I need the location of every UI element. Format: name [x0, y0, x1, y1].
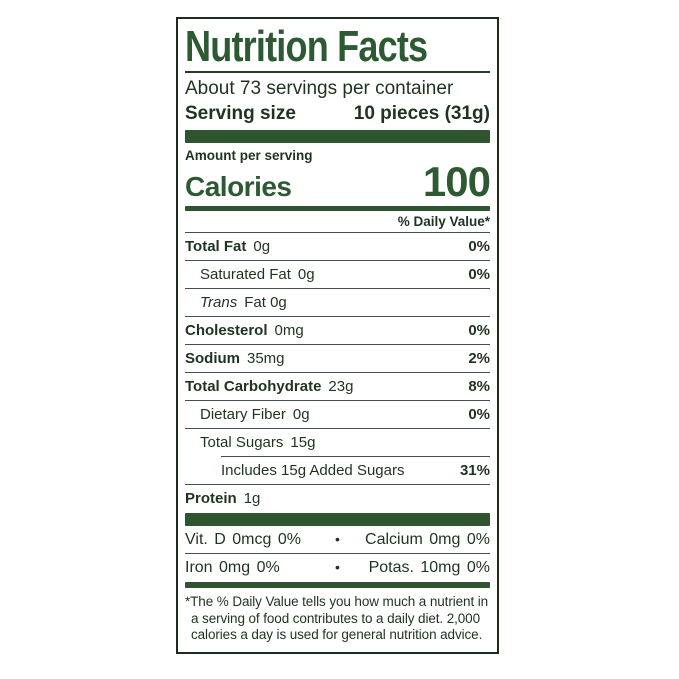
nutrient-row-trans-fat: Trans Fat 0g	[185, 288, 490, 316]
nutrient-row-cholesterol: Cholesterol 0mg 0%	[185, 316, 490, 344]
micronutrient-row-1: Vit. D 0mcg 0% • Calcium 0mg 0%	[185, 526, 490, 553]
calories-row: Calories 100	[185, 158, 491, 205]
bullet-separator: •	[335, 531, 340, 547]
nutrient-rows: Total Fat 0g 0% Saturated Fat 0g 0% Tran…	[185, 233, 490, 512]
amount-per-serving-label: Amount per serving	[185, 148, 313, 163]
bullet-separator: •	[335, 559, 340, 575]
label-title-text: Nutrition Facts	[185, 22, 428, 71]
servings-per-container: About 73 servings per container	[185, 78, 454, 99]
medium-separator-bar-footnote	[185, 582, 490, 588]
serving-size-row: Serving size 10 pieces (31g)	[185, 101, 490, 127]
nutrient-row-protein: Protein 1g	[185, 484, 490, 512]
micronutrient-rows: Vit. D 0mcg 0% • Calcium 0mg 0% Iron 0mg…	[185, 526, 490, 581]
title-divider	[185, 71, 490, 73]
nutrient-row-total-sugars: Total Sugars 15g	[185, 428, 490, 456]
nutrient-row-saturated-fat: Saturated Fat 0g 0%	[185, 260, 490, 288]
nutrient-row-added-sugars: Includes 15g Added Sugars 31%	[221, 456, 490, 484]
nutrient-row-sodium: Sodium 35mg 2%	[185, 344, 490, 372]
vitamin-d-value: Vit. D 0mcg 0%	[185, 531, 301, 548]
daily-value-header: % Daily Value*	[185, 211, 490, 233]
daily-value-footnote: *The % Daily Value tells you how much a …	[185, 594, 489, 642]
nutrient-row-dietary-fiber: Dietary Fiber 0g 0%	[185, 400, 490, 428]
label-title: Nutrition Facts	[185, 24, 490, 70]
thick-separator-bar-top	[185, 130, 490, 143]
serving-size-value: 10 pieces (31g)	[353, 103, 490, 124]
potassium-value: Potas. 10mg 0%	[368, 559, 490, 576]
medium-separator-bar-calories	[185, 206, 490, 211]
calories-value: 100	[422, 158, 491, 205]
thick-separator-bar-protein	[185, 513, 490, 526]
serving-size-label: Serving size	[185, 103, 296, 124]
nutrient-row-total-carbohydrate: Total Carbohydrate 23g 8%	[185, 372, 490, 400]
calories-label: Calories	[185, 171, 292, 202]
nutrition-facts-label: Nutrition Facts About 73 servings per co…	[176, 17, 499, 654]
calcium-value: Calcium 0mg 0%	[365, 531, 490, 548]
micronutrient-row-2: Iron 0mg 0% • Potas. 10mg 0%	[185, 553, 490, 581]
nutrient-row-total-fat: Total Fat 0g 0%	[185, 238, 490, 255]
iron-value: Iron 0mg 0%	[185, 559, 280, 576]
